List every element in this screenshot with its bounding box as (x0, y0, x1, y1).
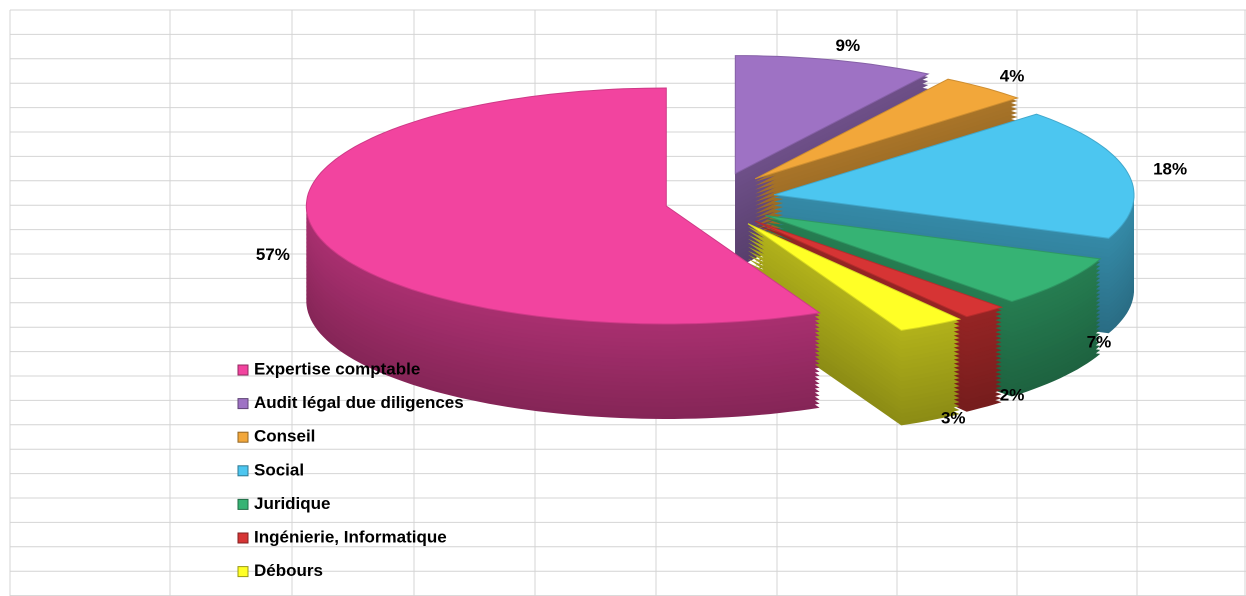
legend-swatch (237, 398, 249, 410)
data-label: 7% (1087, 333, 1112, 352)
slice (734, 55, 930, 175)
legend-label: Juridique (254, 494, 331, 513)
slice (754, 78, 1020, 180)
legend-swatch (237, 532, 249, 544)
slice (765, 215, 1102, 303)
slice (773, 113, 1135, 239)
slice (305, 87, 821, 325)
legend-swatch (237, 566, 249, 578)
legend-label: Social (254, 460, 304, 479)
data-label: 57% (256, 245, 290, 264)
data-label: 3% (941, 409, 966, 428)
legend-label: Audit légal due diligences (254, 393, 464, 412)
legend-label: Expertise comptable (254, 359, 420, 378)
legend-swatch (237, 465, 249, 477)
legend-swatch (237, 364, 249, 376)
slice (754, 220, 1004, 318)
legend-label: Ingénierie, Informatique (254, 527, 447, 546)
legend-swatch (237, 498, 249, 510)
legend-label: Conseil (254, 427, 315, 446)
slice (747, 223, 962, 331)
data-label: 18% (1153, 160, 1187, 179)
legend-label: Débours (254, 561, 323, 580)
data-label: 4% (1000, 66, 1025, 85)
legend-swatch (237, 431, 249, 443)
data-label: 9% (836, 36, 861, 55)
data-label: 2% (1000, 386, 1025, 405)
